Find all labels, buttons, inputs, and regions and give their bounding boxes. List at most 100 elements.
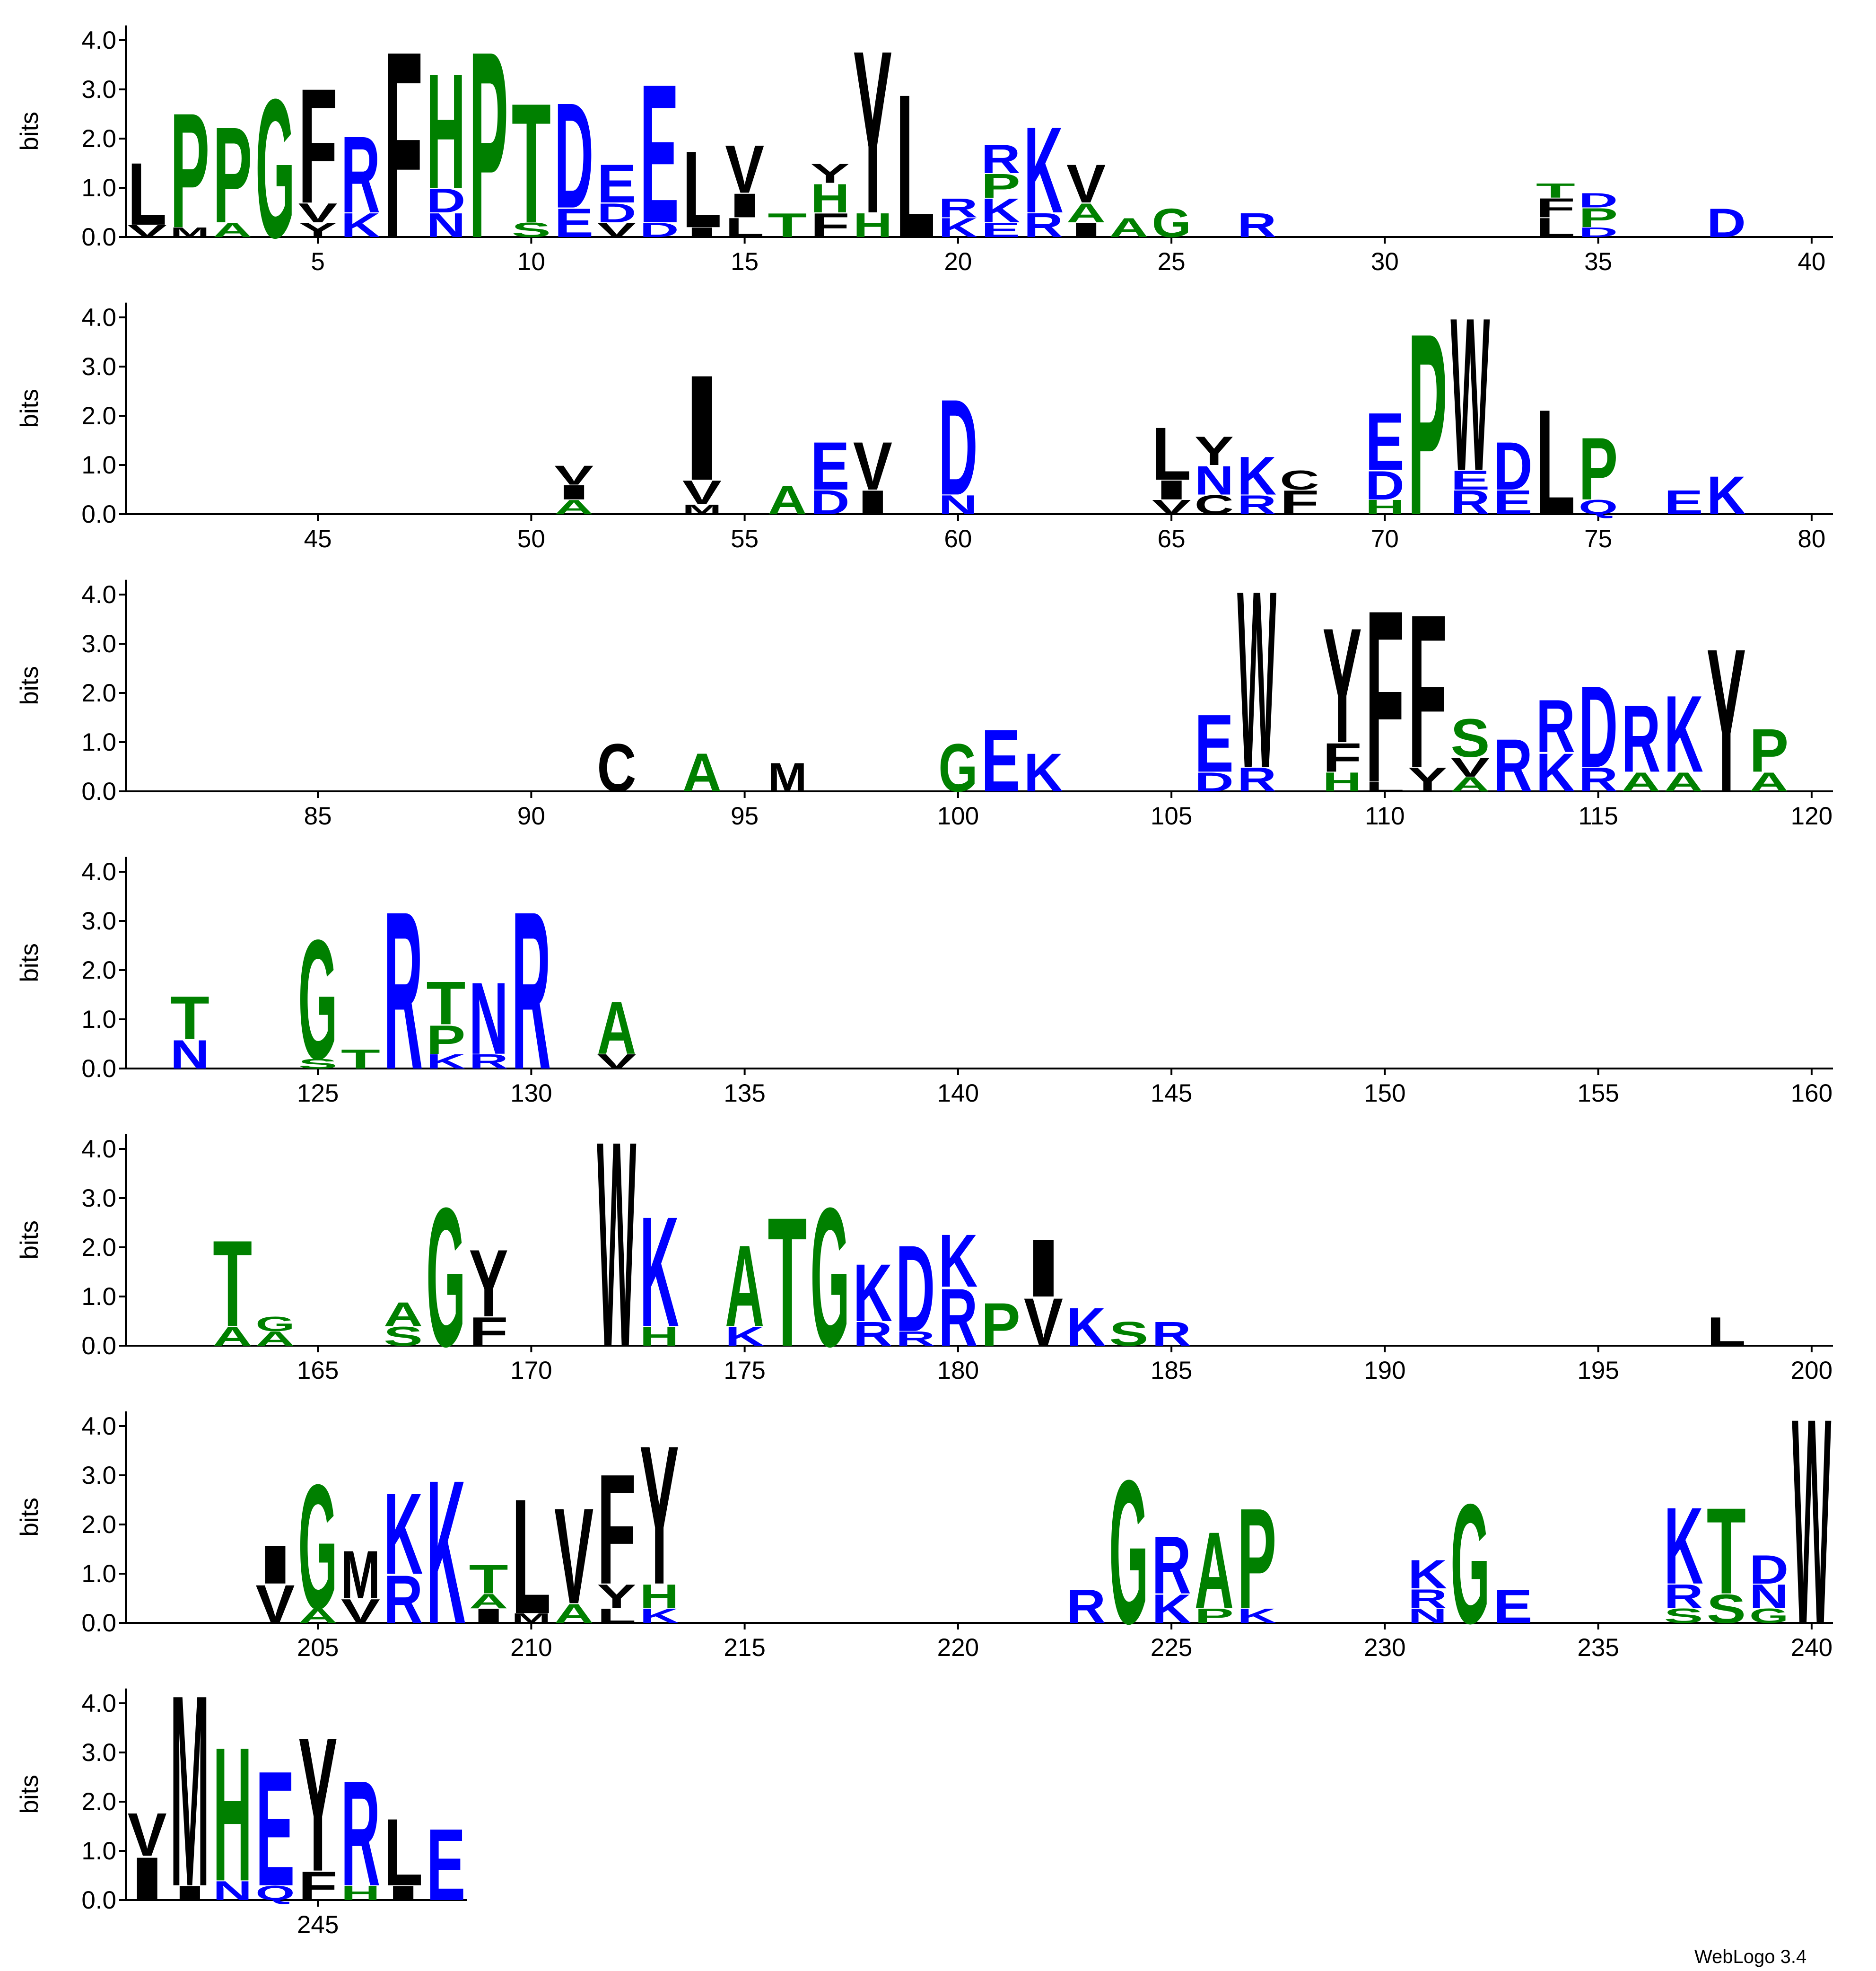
logo-letter: K [1408, 1552, 1447, 1598]
logo-letter: V [128, 1800, 167, 1869]
y-tick-label: 1.0 [81, 1006, 116, 1034]
logo-letter: P [1579, 420, 1618, 518]
logo-letter: K [341, 206, 380, 245]
logo-letter: T [213, 1215, 252, 1352]
y-tick-label: 1.0 [81, 174, 116, 202]
y-tick-label: 0.0 [81, 223, 116, 251]
logo-letter: D [1195, 767, 1234, 797]
x-tick-label: 205 [297, 1634, 339, 1662]
logo-letter: H [640, 1321, 679, 1351]
logo-letter: L [896, 52, 935, 281]
logo-letter: R [469, 1050, 508, 1073]
logo-letter: F [811, 206, 850, 245]
x-tick-label: 110 [1365, 802, 1405, 830]
y-tick-label: 3.0 [81, 76, 116, 104]
logo-letter: K [725, 1321, 764, 1351]
x-tick-label: 40 [1797, 248, 1825, 276]
x-tick-label: 235 [1577, 1634, 1619, 1662]
logo-letter: K [1152, 1586, 1191, 1632]
x-tick-label: 100 [937, 802, 979, 830]
logo-letter: I [255, 1534, 295, 1595]
logo-letter: D [1579, 189, 1618, 212]
logo-letter: W [1450, 272, 1490, 517]
logo-letter: P [426, 1017, 465, 1063]
x-tick-label: 60 [944, 525, 972, 553]
logo-letter: S [512, 219, 551, 242]
logo-letter: P [469, 0, 508, 294]
logo-letter: Y [1323, 594, 1362, 777]
logo-letter: I [384, 1882, 423, 1905]
logo-letter: T [170, 984, 209, 1052]
logo-letter: N [1749, 1577, 1789, 1615]
x-tick-label: 210 [510, 1634, 552, 1662]
logo-letter: I [682, 225, 722, 240]
logo-letter: Y [640, 1405, 679, 1626]
y-tick-label: 2.0 [81, 679, 116, 707]
logo-letter: K [1237, 445, 1276, 506]
logo-letter: E [640, 44, 679, 265]
logo-letter: V [597, 1050, 636, 1073]
logo-letter: I [725, 186, 764, 225]
y-tick-label: 1.0 [81, 728, 116, 756]
logo-letter: F [1280, 483, 1319, 522]
footer: WebLogo 3.4 [1694, 1946, 1806, 1967]
x-tick-label: 25 [1158, 248, 1186, 276]
logo-letter: V [1066, 153, 1106, 214]
y-tick-label: 3.0 [81, 1184, 116, 1212]
y-tick-label: 4.0 [81, 26, 116, 54]
logo-letter: H [1365, 496, 1405, 519]
logo-letter: I [1066, 219, 1106, 242]
logo-letter: S [1707, 1586, 1746, 1632]
logo-letter: C [1280, 465, 1319, 495]
logo-letter: L [1536, 378, 1575, 546]
logo-letter: T [768, 206, 807, 245]
logo-row: bits 0.0 1.0 2.0 3.0 4.0 85 90 95 100 105 110 115 120… [16, 539, 1833, 835]
x-tick-label: 190 [1364, 1357, 1405, 1384]
y-tick-label: 3.0 [81, 1462, 116, 1489]
logo-letter: A [255, 1327, 295, 1350]
logo-letter: W [1792, 1357, 1832, 1685]
logo-letter: F [1408, 569, 1447, 813]
logo-letter: V [597, 219, 636, 242]
logo-letter: Y [298, 1698, 338, 1912]
logo-letter: A [554, 496, 593, 519]
logo-letter: I [554, 481, 593, 504]
logo-letter: K [1707, 464, 1746, 526]
y-tick-label: 0.0 [81, 778, 116, 806]
logo-letter: D [938, 371, 977, 524]
x-tick-label: 240 [1791, 1634, 1832, 1662]
x-tick-label: 170 [510, 1357, 552, 1384]
logo-letter: H [426, 39, 465, 223]
logo-letter: N [1408, 1604, 1447, 1628]
y-tick-label: 4.0 [81, 581, 116, 609]
logo-letter: I [1152, 475, 1191, 505]
x-tick-label: 65 [1158, 525, 1186, 553]
logo-letter: S [384, 1321, 423, 1351]
logo-letter: P [213, 98, 252, 251]
logo-letter: F [469, 1309, 508, 1355]
logo-letter: T [1536, 179, 1575, 202]
logo-letter: R [981, 136, 1021, 182]
logo-letter: V [1152, 496, 1191, 519]
x-tick-label: 145 [1151, 1079, 1192, 1107]
y-tick-label: 0.0 [81, 1886, 116, 1914]
logo-letter: E [554, 200, 593, 246]
logo-letter: T [469, 1557, 508, 1603]
y-tick-label: 1.0 [81, 1283, 116, 1311]
x-tick-label: 80 [1797, 525, 1825, 553]
logo-letter: V [554, 1480, 593, 1632]
x-tick-label: 35 [1584, 248, 1612, 276]
y-axis-label: bits [16, 666, 44, 705]
x-tick-label: 20 [944, 248, 972, 276]
logo-letter: A [725, 1221, 764, 1351]
y-tick-label: 0.0 [81, 1609, 116, 1637]
x-tick-label: 230 [1364, 1634, 1405, 1662]
logo-letter: D [811, 483, 850, 522]
x-tick-label: 135 [724, 1079, 765, 1107]
logo-letter: E [1493, 483, 1533, 522]
y-axis-label: bits [16, 112, 44, 150]
logo-letter: F [597, 1441, 636, 1617]
y-tick-label: 2.0 [81, 1788, 116, 1816]
logo-letter: N [469, 962, 508, 1076]
